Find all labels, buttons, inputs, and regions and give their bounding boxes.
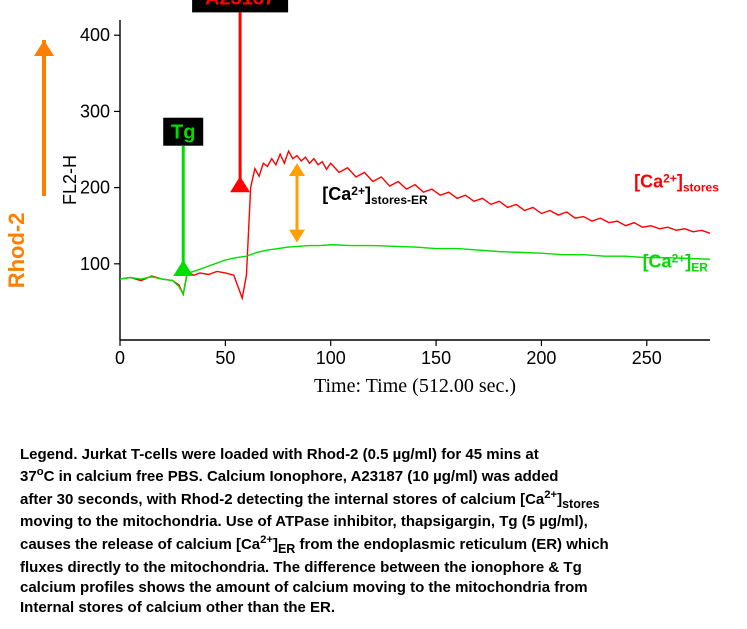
svg-text:300: 300 (80, 101, 110, 121)
svg-text:100: 100 (80, 254, 110, 274)
svg-text:50: 50 (215, 348, 235, 368)
legend-line: calcium profiles shows the amount of cal… (20, 579, 588, 596)
svg-text:FL2-H: FL2-H (60, 155, 80, 205)
chart-container: 100 200 300 400 0 50 100 150 200 250 Time: Time (5… (0, 0, 747, 430)
legend-line: causes the release of calcium [Ca2+]ER f… (20, 536, 609, 553)
svg-text:400: 400 (80, 25, 110, 45)
legend-line: Legend. Jurkat T-cells were loaded with … (20, 446, 539, 463)
svg-text:Rhod-2: Rhod-2 (4, 213, 29, 289)
svg-text:100: 100 (316, 348, 346, 368)
legend-line: fluxes directly to the mitochondria. The… (20, 559, 582, 576)
svg-text:250: 250 (632, 348, 662, 368)
svg-text:150: 150 (421, 348, 451, 368)
chart-svg: 100 200 300 400 0 50 100 150 200 250 Time: Time (5… (0, 0, 747, 430)
svg-text:200: 200 (80, 178, 110, 198)
svg-text:200: 200 (526, 348, 556, 368)
svg-text:A23187: A23187 (205, 0, 275, 9)
legend-text-block: Legend. Jurkat T-cells were loaded with … (20, 445, 720, 618)
svg-text:Tg: Tg (171, 122, 195, 144)
svg-text:Time: Time (512.00 sec.): Time: Time (512.00 sec.) (314, 375, 516, 397)
legend-line: moving to the mitochondria. Use of ATPas… (20, 513, 588, 530)
svg-text:0: 0 (115, 348, 125, 368)
legend-line: 37oC in calcium free PBS. Calcium Ionoph… (20, 468, 558, 485)
legend-line: Internal stores of calcium other than th… (20, 599, 335, 616)
legend-line: after 30 seconds, with Rhod-2 detecting … (20, 491, 600, 508)
